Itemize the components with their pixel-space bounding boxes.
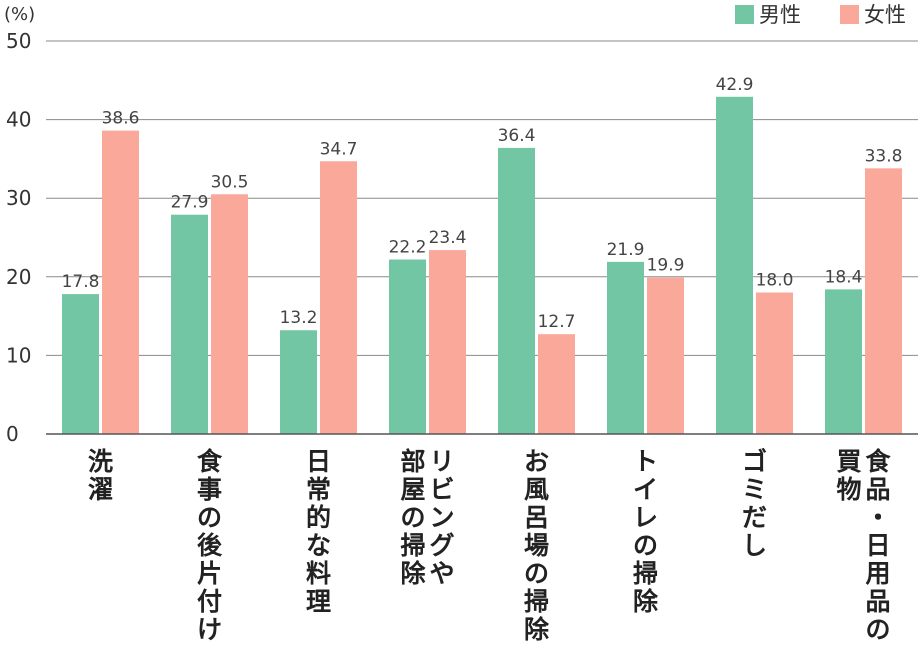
category-label-char: 付 bbox=[197, 587, 222, 616]
bar bbox=[607, 261, 644, 434]
category-label-char: イ bbox=[633, 475, 658, 504]
y-tick-label: 40 bbox=[6, 108, 31, 132]
category-label-char: 事 bbox=[197, 475, 222, 504]
y-tick-label: 20 bbox=[6, 265, 31, 289]
category-label-char: 掃 bbox=[633, 559, 658, 588]
data-label: 13.2 bbox=[280, 308, 318, 328]
category-label-char: レ bbox=[633, 503, 658, 532]
category-label-char: ト bbox=[633, 447, 658, 476]
category-label-char: 洗 bbox=[88, 447, 113, 476]
data-label: 17.8 bbox=[62, 272, 100, 292]
category-label-char: の bbox=[524, 559, 549, 588]
data-label: 30.5 bbox=[211, 172, 249, 192]
legend-label: 男性 bbox=[759, 3, 801, 27]
bar bbox=[647, 277, 684, 434]
category-label-char: 風 bbox=[524, 475, 549, 504]
category-label-char: 日 bbox=[865, 531, 890, 560]
y-unit-label: (%) bbox=[4, 4, 35, 25]
bar bbox=[389, 259, 426, 434]
category-label-char: 除 bbox=[524, 615, 550, 644]
category-label-char: 品 bbox=[865, 587, 890, 616]
legend-swatch bbox=[840, 5, 859, 24]
category-label-char: 品 bbox=[865, 475, 890, 504]
category-label-char: ビ bbox=[429, 475, 454, 504]
bar bbox=[716, 96, 753, 434]
category-label-char: ・ bbox=[865, 503, 890, 532]
category-label-char: の bbox=[865, 615, 890, 644]
y-tick-label: 0 bbox=[6, 422, 19, 446]
data-label: 21.9 bbox=[607, 240, 645, 260]
legend-label: 女性 bbox=[864, 3, 906, 27]
bar bbox=[62, 294, 99, 434]
bar bbox=[320, 161, 357, 434]
category-label-char: ン bbox=[429, 503, 454, 532]
category-label-char: の bbox=[197, 503, 222, 532]
category-label-char: 呂 bbox=[524, 503, 549, 532]
bar bbox=[102, 130, 139, 434]
bar bbox=[280, 330, 317, 434]
category-label-char: 濯 bbox=[88, 475, 113, 504]
category-label-char: 料 bbox=[306, 559, 331, 588]
category-label-char: 掃 bbox=[524, 587, 549, 616]
y-tick-label: 10 bbox=[6, 343, 31, 367]
category-label-char: 掃 bbox=[400, 531, 425, 560]
y-tick-label: 30 bbox=[6, 186, 31, 210]
category-label-char: 食 bbox=[865, 447, 891, 476]
data-label: 34.7 bbox=[320, 139, 358, 159]
category-label-char: ミ bbox=[742, 475, 767, 504]
bar bbox=[211, 194, 248, 434]
category-label-char: 常 bbox=[306, 475, 331, 504]
category-label-char: 食 bbox=[197, 447, 223, 476]
data-label: 23.4 bbox=[429, 228, 467, 248]
category-label-char: リ bbox=[429, 447, 454, 476]
category-label-char: ゴ bbox=[742, 447, 767, 476]
category-label-char: 後 bbox=[197, 531, 223, 560]
data-label: 12.7 bbox=[538, 312, 576, 332]
category-label-char: 場 bbox=[524, 531, 549, 560]
category-label-char: 屋 bbox=[400, 475, 425, 504]
category-label-char: や bbox=[429, 559, 454, 588]
data-label: 33.8 bbox=[865, 146, 903, 166]
category-label-char: 除 bbox=[633, 587, 659, 616]
category-label-char: 的 bbox=[306, 503, 331, 532]
data-label: 36.4 bbox=[498, 126, 536, 146]
category-label-char: 用 bbox=[865, 559, 890, 588]
category-label-char: 物 bbox=[836, 475, 861, 504]
bar bbox=[756, 292, 793, 434]
category-label-char: 買 bbox=[836, 447, 861, 476]
category-label-char: 理 bbox=[306, 587, 331, 616]
bar bbox=[865, 168, 902, 434]
category-label-char: け bbox=[197, 615, 222, 644]
data-label: 18.0 bbox=[756, 271, 794, 291]
bar bbox=[429, 250, 466, 434]
bar bbox=[538, 334, 575, 434]
category-label-char: 除 bbox=[400, 559, 426, 588]
category-label-char: 日 bbox=[306, 447, 331, 476]
category-label-char: お bbox=[524, 447, 549, 476]
bar bbox=[171, 214, 208, 434]
data-label: 38.6 bbox=[102, 109, 140, 129]
data-label: 42.9 bbox=[716, 75, 754, 95]
data-label: 27.9 bbox=[171, 193, 209, 213]
category-label-char: 片 bbox=[197, 559, 222, 588]
category-label-char: な bbox=[306, 531, 331, 560]
category-label-char: の bbox=[400, 503, 425, 532]
data-label: 22.2 bbox=[389, 238, 427, 258]
category-label-char: し bbox=[742, 531, 767, 560]
data-label: 18.4 bbox=[825, 267, 863, 287]
data-label: 19.9 bbox=[647, 256, 685, 276]
category-label-char: だ bbox=[742, 503, 767, 532]
category-label-char: グ bbox=[429, 531, 454, 560]
category-label-char: の bbox=[633, 531, 658, 560]
bar bbox=[498, 147, 535, 434]
legend-swatch bbox=[735, 5, 754, 24]
bar bbox=[825, 289, 862, 434]
y-tick-label: 50 bbox=[6, 29, 31, 53]
category-label-char: 部 bbox=[400, 447, 425, 476]
